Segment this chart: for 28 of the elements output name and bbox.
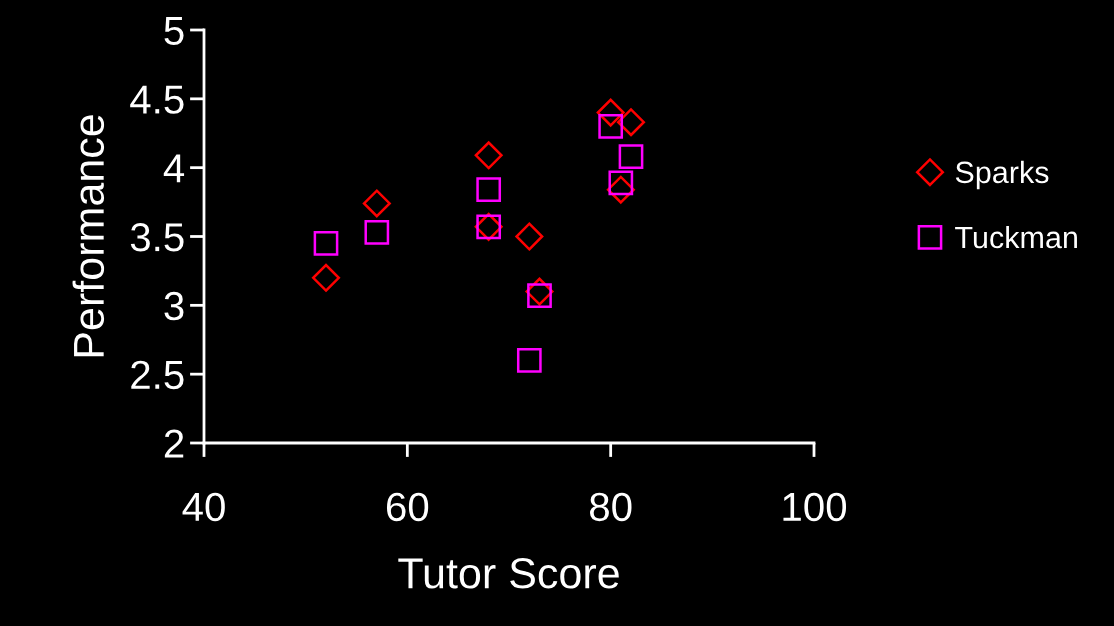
point bbox=[616, 108, 646, 137]
y-axis-title: Performance bbox=[72, 115, 105, 357]
point bbox=[598, 114, 624, 139]
x-tick-label: 60 bbox=[386, 492, 429, 522]
point bbox=[527, 283, 552, 309]
x-tick-label: 40 bbox=[182, 492, 225, 522]
point bbox=[516, 348, 542, 373]
y-tick-label: 2 bbox=[164, 429, 184, 458]
y-tick-label: 3 bbox=[164, 291, 184, 321]
legend-label: Sparks bbox=[955, 160, 1049, 190]
y-tick-label: 4.5 bbox=[130, 85, 184, 114]
y-tick-label: 3.5 bbox=[130, 222, 184, 252]
point bbox=[474, 141, 503, 170]
y-tick-label: 5 bbox=[164, 16, 184, 45]
x-tick-label: 100 bbox=[783, 492, 847, 522]
point bbox=[608, 170, 634, 196]
point bbox=[311, 263, 341, 292]
y-tick-label: 4 bbox=[163, 154, 185, 183]
point bbox=[364, 220, 390, 245]
x-tick-label: 80 bbox=[590, 492, 632, 522]
x-axis-title: Tutor Score bbox=[398, 558, 619, 589]
point bbox=[618, 144, 644, 170]
y-tick-label: 2.5 bbox=[131, 360, 184, 390]
point bbox=[515, 222, 544, 251]
point bbox=[476, 177, 502, 203]
point bbox=[313, 231, 339, 256]
point bbox=[362, 189, 391, 218]
legend-label: Tuckman bbox=[955, 225, 1077, 249]
